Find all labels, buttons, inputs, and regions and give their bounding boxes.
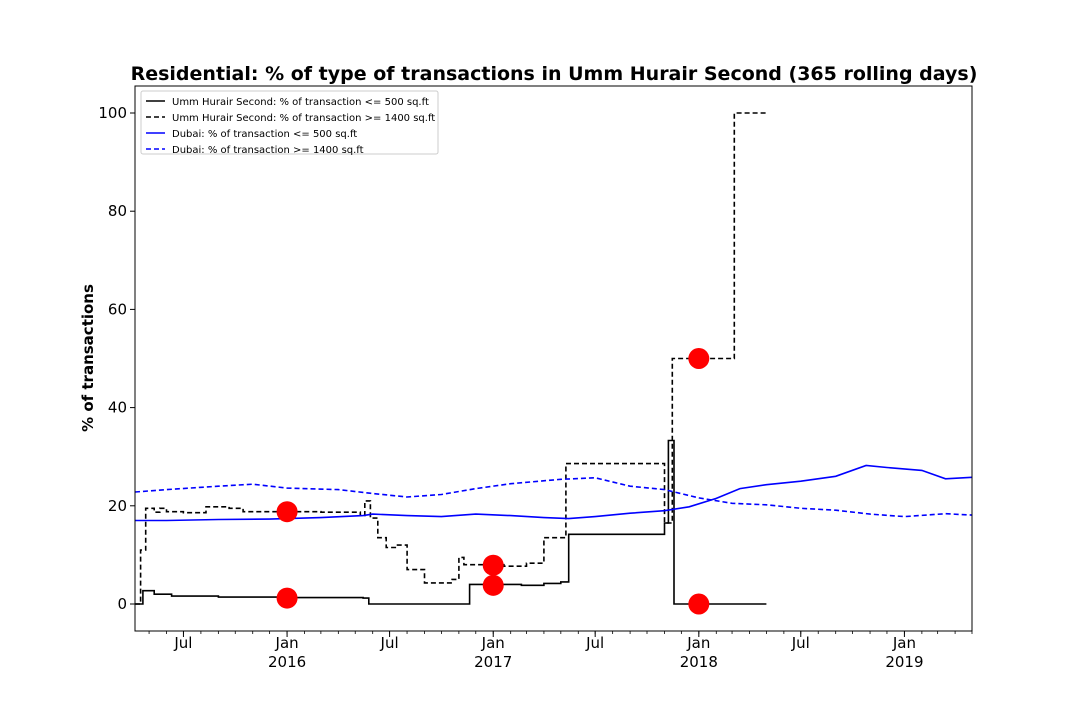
highlight-marker-5 (688, 348, 710, 369)
series-line-3 (135, 464, 972, 522)
x-tick-label: Jan (892, 634, 916, 652)
highlight-marker-2 (276, 587, 298, 609)
plot-area (135, 112, 972, 615)
highlight-marker-3 (482, 554, 504, 576)
y-tick-label: 20 (108, 497, 127, 515)
chart-title: Residential: % of type of transactions i… (131, 63, 978, 85)
x-tick-label: Jan (481, 634, 505, 652)
y-tick-label: 100 (98, 104, 127, 122)
x-tick-label: Jan (686, 634, 710, 652)
x-tick-label: Jan (275, 634, 299, 652)
legend-label-1: Umm Hurair Second: % of transaction <= 5… (172, 97, 429, 108)
legend-label-4: Dubai: % of transaction >= 1400 sq.ft (172, 145, 364, 156)
y-tick-label: 0 (117, 595, 127, 613)
x-tick-label: Jul (380, 634, 399, 652)
y-tick-label: 40 (108, 399, 127, 417)
x-tick-year-label: 2017 (474, 653, 512, 671)
y-tick-label: 80 (108, 202, 127, 220)
legend-label-3: Dubai: % of transaction <= 500 sq.ft (172, 129, 357, 140)
x-tick-year-label: 2019 (885, 653, 923, 671)
x-tick-label: Jul (173, 634, 192, 652)
highlight-marker-6 (688, 593, 710, 615)
plot-frame (134, 85, 973, 632)
x-tick-label: Jul (585, 634, 604, 652)
series-line-4 (135, 476, 972, 518)
highlight-marker-4 (482, 574, 504, 596)
x-tick-label: Jul (791, 634, 810, 652)
x-tick-year-label: 2018 (680, 653, 718, 671)
legend: Umm Hurair Second: % of transaction <= 5… (140, 90, 439, 156)
x-tick-year-label: 2016 (268, 653, 306, 671)
highlight-marker-1 (276, 501, 298, 523)
y-axis-label: % of transactions (79, 284, 97, 432)
legend-box (140, 90, 439, 155)
y-axis: 0 20 40 60 80 100 (98, 104, 135, 613)
series-line-1 (135, 439, 767, 605)
y-tick-label: 60 (108, 300, 127, 318)
legend-label-2: Umm Hurair Second: % of transaction >= 1… (172, 113, 435, 124)
series-line-2 (135, 112, 767, 605)
